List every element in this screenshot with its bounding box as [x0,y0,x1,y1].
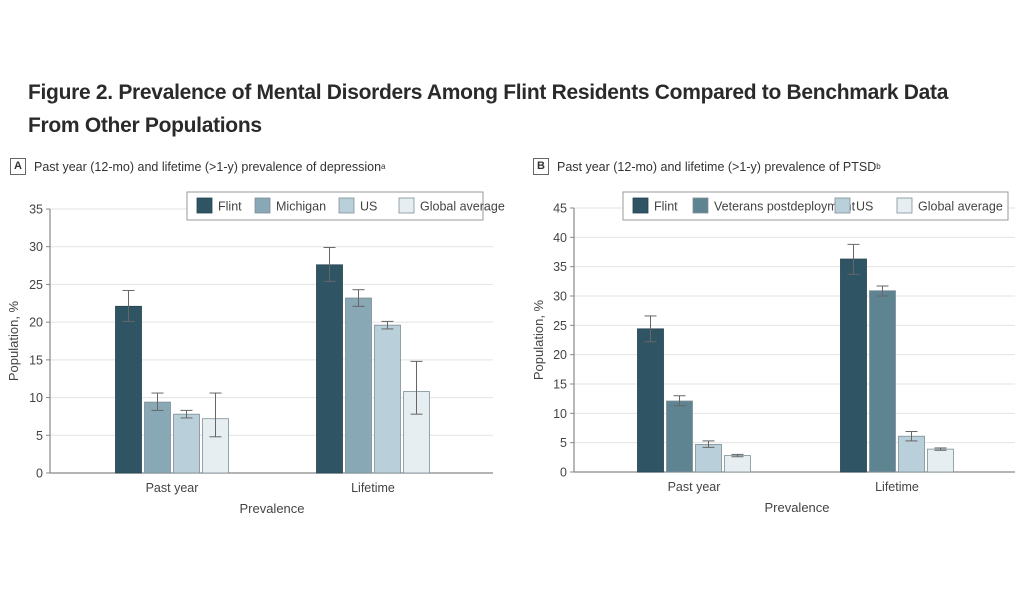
x-category-label: Lifetime [351,481,395,495]
y-tick-label: 10 [553,407,567,421]
panel-b-chart: 0 5 10 15 20 25 30 35 40 45 Past year Lifetime Preva… [531,191,1015,515]
legend-label: US [856,200,873,214]
panel-a-header: A Past year (12-mo) and lifetime (>1-y) … [10,158,386,175]
y-tick-label: 30 [29,240,43,254]
legend-label: US [360,200,377,214]
bar-michigan-lifetime [345,297,372,474]
panel-a-letter: A [10,158,26,175]
x-category-label: Past year [146,481,199,495]
bar-global-average-lifetime [927,448,954,473]
legend-box [622,191,1009,221]
legend-label: Global average [918,200,1003,214]
legend-swatch [632,197,649,214]
legend-swatch [338,197,355,214]
panel-b-header: B Past year (12-mo) and lifetime (>1-y) … [533,158,881,175]
bar-flint-past-year [637,328,664,473]
y-tick-label: 30 [553,290,567,304]
legend-swatch [254,197,271,214]
panel-b-title: Past year (12-mo) and lifetime (>1-y) pr… [557,159,877,174]
bar-flint-past-year [115,305,142,474]
panel-a-title: Past year (12-mo) and lifetime (>1-y) pr… [34,159,382,174]
bar-veterans-postdeployment-past-year [666,400,693,473]
bar-flint-lifetime [316,264,343,474]
bar-us-lifetime [374,324,401,474]
legend-label: Michigan [276,200,326,214]
panel-b-letter: B [533,158,549,175]
bar-global-average-past-year [724,455,751,473]
panel-b-footnote-marker: b [876,162,881,171]
y-tick-label: 15 [29,353,43,367]
panel-a-footnote-marker: a [381,162,386,171]
panel-a-chart: 0 5 10 15 20 25 30 35 Past year Lifetime Prevalenc… [6,191,505,516]
legend-swatch [398,197,415,214]
legend-label: Veterans postdeployment [714,200,856,214]
bar-flint-lifetime [840,258,867,473]
legend-box [186,191,484,221]
legend-swatch [896,197,913,214]
y-tick-label: 45 [553,202,567,216]
legend-swatch [196,197,213,214]
legend-label: Flint [654,200,678,214]
bar-us-lifetime [898,435,925,473]
y-tick-label: 5 [36,429,43,443]
bar-michigan-past-year [144,401,171,474]
bar-us-past-year [173,413,200,474]
y-tick-label: 40 [553,231,567,245]
x-axis-title: Prevalence [764,500,829,515]
legend-swatch [834,197,851,214]
x-axis-title: Prevalence [239,501,304,516]
y-tick-label: 35 [29,203,43,217]
y-tick-label: 25 [29,278,43,292]
bar-veterans-postdeployment-lifetime [869,290,896,473]
y-tick-label: 15 [553,378,567,392]
x-category-label: Past year [668,480,721,494]
legend: Flint Veterans postdeployment US Global ave… [622,191,1009,221]
y-tick-label: 5 [560,436,567,450]
legend-swatch [692,197,709,214]
legend-label: Flint [218,200,242,214]
y-axis-title: Population, % [531,299,546,380]
y-tick-label: 10 [29,391,43,405]
figure-title: Figure 2. Prevalence of Mental Disorders… [28,81,949,137]
y-tick-label: 20 [553,348,567,362]
legend-label: Global average [420,200,505,214]
bar-us-past-year [695,444,722,473]
x-category-label: Lifetime [875,480,919,494]
legend: Flint Michigan US Global average [186,191,505,221]
y-tick-label: 0 [560,466,567,480]
y-tick-label: 20 [29,316,43,330]
y-tick-label: 0 [36,467,43,481]
y-tick-label: 35 [553,260,567,274]
y-axis-title: Population, % [6,300,21,381]
y-tick-label: 25 [553,319,567,333]
